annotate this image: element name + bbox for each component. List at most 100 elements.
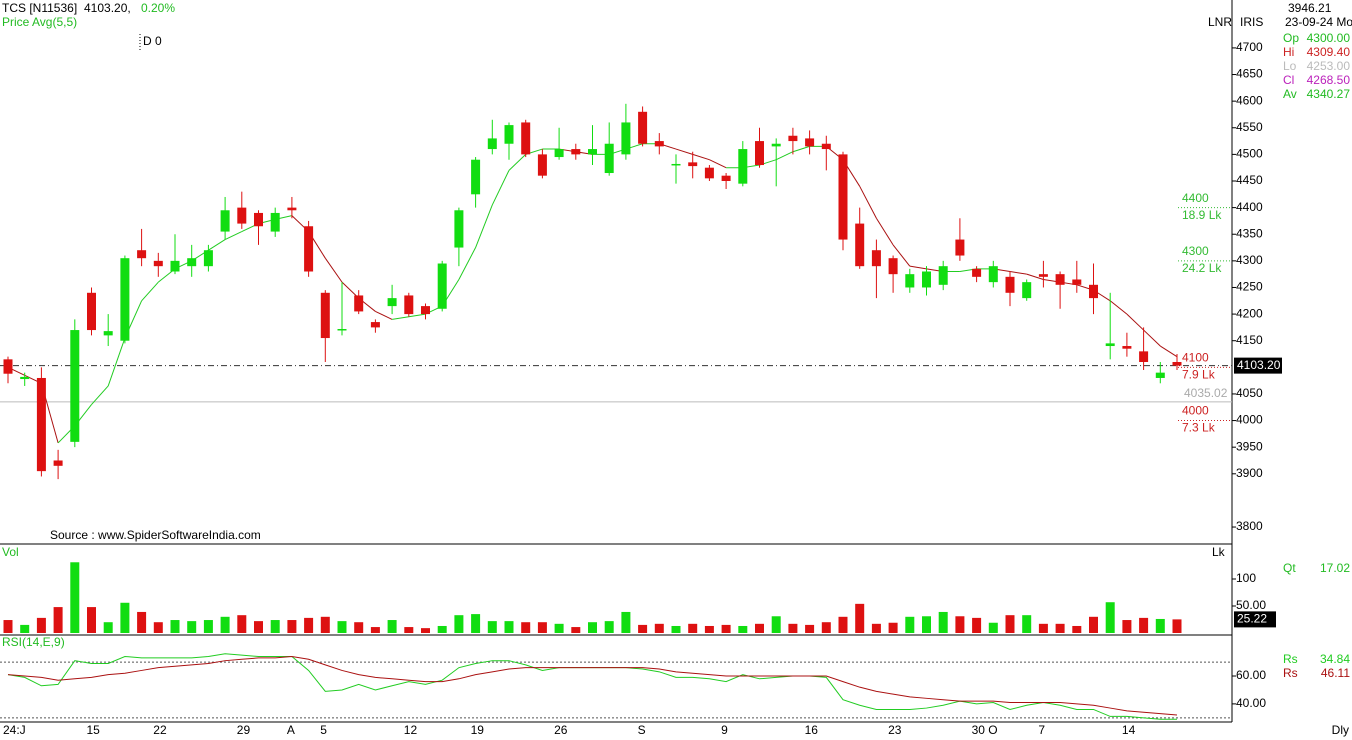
level-price: 4000 bbox=[1182, 404, 1209, 418]
volume-bar bbox=[721, 624, 731, 633]
moving-average bbox=[458, 247, 477, 280]
volume-bar bbox=[1038, 623, 1048, 633]
volume-bar bbox=[87, 607, 96, 633]
moving-average bbox=[1109, 300, 1128, 315]
y-tick-label: 4400 bbox=[1236, 200, 1263, 214]
candle-body bbox=[788, 135, 798, 142]
x-tick-label: 14 bbox=[1122, 723, 1136, 737]
candle-body bbox=[871, 250, 881, 267]
volume-bar bbox=[1122, 620, 1132, 633]
candle-body bbox=[638, 111, 648, 144]
candle-body bbox=[153, 260, 163, 267]
candle-body bbox=[688, 162, 698, 167]
volume-bar bbox=[3, 620, 13, 633]
y-tick-label: 4000 bbox=[1236, 413, 1263, 427]
candle-body bbox=[938, 266, 948, 285]
indicator-name: Price Avg(5,5) bbox=[2, 15, 77, 29]
candle-body bbox=[922, 271, 931, 288]
volume-bar bbox=[487, 621, 497, 633]
candle-body bbox=[487, 138, 497, 150]
moving-average bbox=[792, 145, 810, 153]
moving-average bbox=[107, 337, 126, 387]
volume-bar bbox=[354, 622, 364, 633]
candle-body bbox=[304, 226, 314, 272]
moving-average bbox=[408, 313, 426, 318]
moving-average bbox=[91, 385, 109, 405]
volume-bar bbox=[1072, 625, 1082, 633]
y-tick-label: 3900 bbox=[1236, 466, 1263, 480]
rsi-title: RSI(14,E,9) bbox=[2, 635, 65, 649]
x-tick-label: 26 bbox=[554, 723, 568, 737]
volume-bar bbox=[938, 611, 948, 633]
candle-body bbox=[704, 167, 714, 179]
volume-bar bbox=[170, 620, 180, 633]
candle-body bbox=[521, 122, 531, 155]
volume-bar bbox=[654, 623, 664, 633]
axis-name: IRIS bbox=[1240, 15, 1263, 29]
volume-bar bbox=[137, 611, 147, 633]
legend-label: Rs bbox=[1283, 652, 1298, 666]
candle-body bbox=[1038, 274, 1048, 277]
candle-body bbox=[3, 359, 13, 374]
legend-value: 46.11 bbox=[1321, 666, 1350, 680]
candle-body bbox=[855, 223, 865, 267]
candle-body bbox=[988, 266, 998, 283]
moving-average bbox=[375, 310, 393, 320]
candle-body bbox=[537, 154, 547, 176]
candle-body bbox=[504, 125, 514, 144]
info-value: 4268.50 bbox=[1307, 73, 1351, 87]
candle-body bbox=[955, 239, 965, 256]
x-tick-label: 15 bbox=[87, 723, 101, 737]
candle-body bbox=[972, 268, 982, 277]
info-value: 4340.27 bbox=[1307, 87, 1351, 101]
candle-body bbox=[354, 295, 364, 312]
last-price-tag-label: 4103.20 bbox=[1237, 358, 1281, 372]
volume-bar bbox=[855, 603, 865, 633]
candle-body bbox=[821, 143, 831, 150]
y-tick-label: 4700 bbox=[1236, 40, 1263, 54]
volume-bar bbox=[320, 616, 330, 633]
volume-bar bbox=[871, 623, 881, 633]
candle-body bbox=[70, 330, 80, 442]
candle-body bbox=[1022, 282, 1032, 299]
candle-body bbox=[1055, 274, 1065, 285]
moving-average bbox=[875, 217, 894, 246]
y-tick-label: 4300 bbox=[1236, 253, 1263, 267]
volume-bar bbox=[988, 622, 998, 633]
volume-bar bbox=[838, 616, 848, 633]
moving-average bbox=[141, 281, 159, 302]
x-tick-label: 29 bbox=[237, 723, 251, 737]
volume-bar bbox=[370, 627, 380, 633]
x-tick-label: A bbox=[287, 723, 295, 737]
volume-bar bbox=[755, 623, 764, 633]
candle-body bbox=[1122, 346, 1132, 349]
candle-body bbox=[621, 122, 631, 155]
level-price: 4100 bbox=[1182, 350, 1209, 364]
volume-bar bbox=[588, 622, 597, 633]
candle-body bbox=[370, 322, 380, 328]
rsi-line bbox=[7, 656, 1178, 716]
candle-body bbox=[120, 258, 130, 341]
y-tick-label: 4050 bbox=[1236, 386, 1263, 400]
moving-average bbox=[508, 154, 527, 171]
volume-bar bbox=[36, 617, 46, 633]
candle-body bbox=[738, 149, 748, 184]
y-tick-label: 40.00 bbox=[1236, 696, 1266, 710]
candle-body bbox=[1155, 372, 1165, 378]
candle-body bbox=[170, 260, 180, 272]
y-tick-label: 50.00 bbox=[1236, 598, 1266, 612]
moving-average bbox=[1009, 271, 1027, 275]
change: 0.20% bbox=[141, 1, 175, 15]
moving-average bbox=[1026, 273, 1044, 280]
volume-bar bbox=[471, 614, 481, 633]
candle-body bbox=[571, 149, 581, 155]
candle-body bbox=[270, 212, 280, 232]
volume-bar bbox=[972, 617, 982, 633]
volume-bar bbox=[20, 624, 30, 633]
volume-bar bbox=[337, 621, 347, 633]
level-qty: 7.9 Lk bbox=[1182, 367, 1216, 381]
candle-body bbox=[471, 159, 481, 195]
level-qty: 18.9 Lk bbox=[1182, 208, 1222, 222]
volume-bar bbox=[237, 615, 247, 633]
candle-body bbox=[287, 207, 297, 211]
